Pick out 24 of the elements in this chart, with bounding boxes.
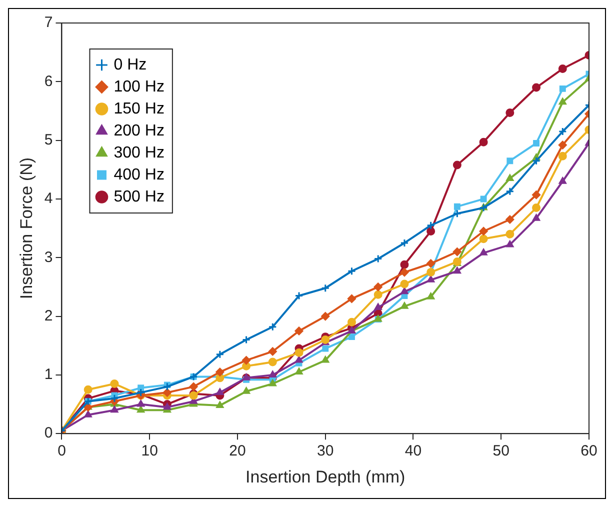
legend-label: 0 Hz <box>114 56 147 74</box>
y-tick-label: 1 <box>44 366 53 384</box>
x-tick-label: 20 <box>229 442 246 460</box>
legend-label: 400 Hz <box>114 166 164 184</box>
y-tick-label: 0 <box>44 424 53 442</box>
legend-label: 150 Hz <box>114 100 164 118</box>
legend-label: 200 Hz <box>114 122 164 140</box>
x-tick-label: 10 <box>141 442 158 460</box>
y-tick-label: 6 <box>44 72 53 90</box>
x-tick-label: 40 <box>404 442 422 460</box>
y-tick-label: 5 <box>44 131 53 148</box>
legend-label: 300 Hz <box>114 144 164 162</box>
x-axis-title: Insertion Depth (mm) <box>246 467 406 486</box>
x-tick-label: 30 <box>317 442 334 460</box>
y-tick-label: 2 <box>44 307 53 324</box>
y-tick-label: 4 <box>44 190 53 208</box>
legend-label: 100 Hz <box>114 78 164 96</box>
y-tick-label: 7 <box>44 14 53 32</box>
y-tick-label: 3 <box>44 248 53 266</box>
y-axis-title: Insertion Force (N) <box>16 157 36 300</box>
legend-label: 500 Hz <box>114 188 164 206</box>
x-tick-label: 50 <box>492 442 510 460</box>
x-tick-label: 60 <box>580 442 598 460</box>
x-tick-label: 0 <box>58 442 66 460</box>
